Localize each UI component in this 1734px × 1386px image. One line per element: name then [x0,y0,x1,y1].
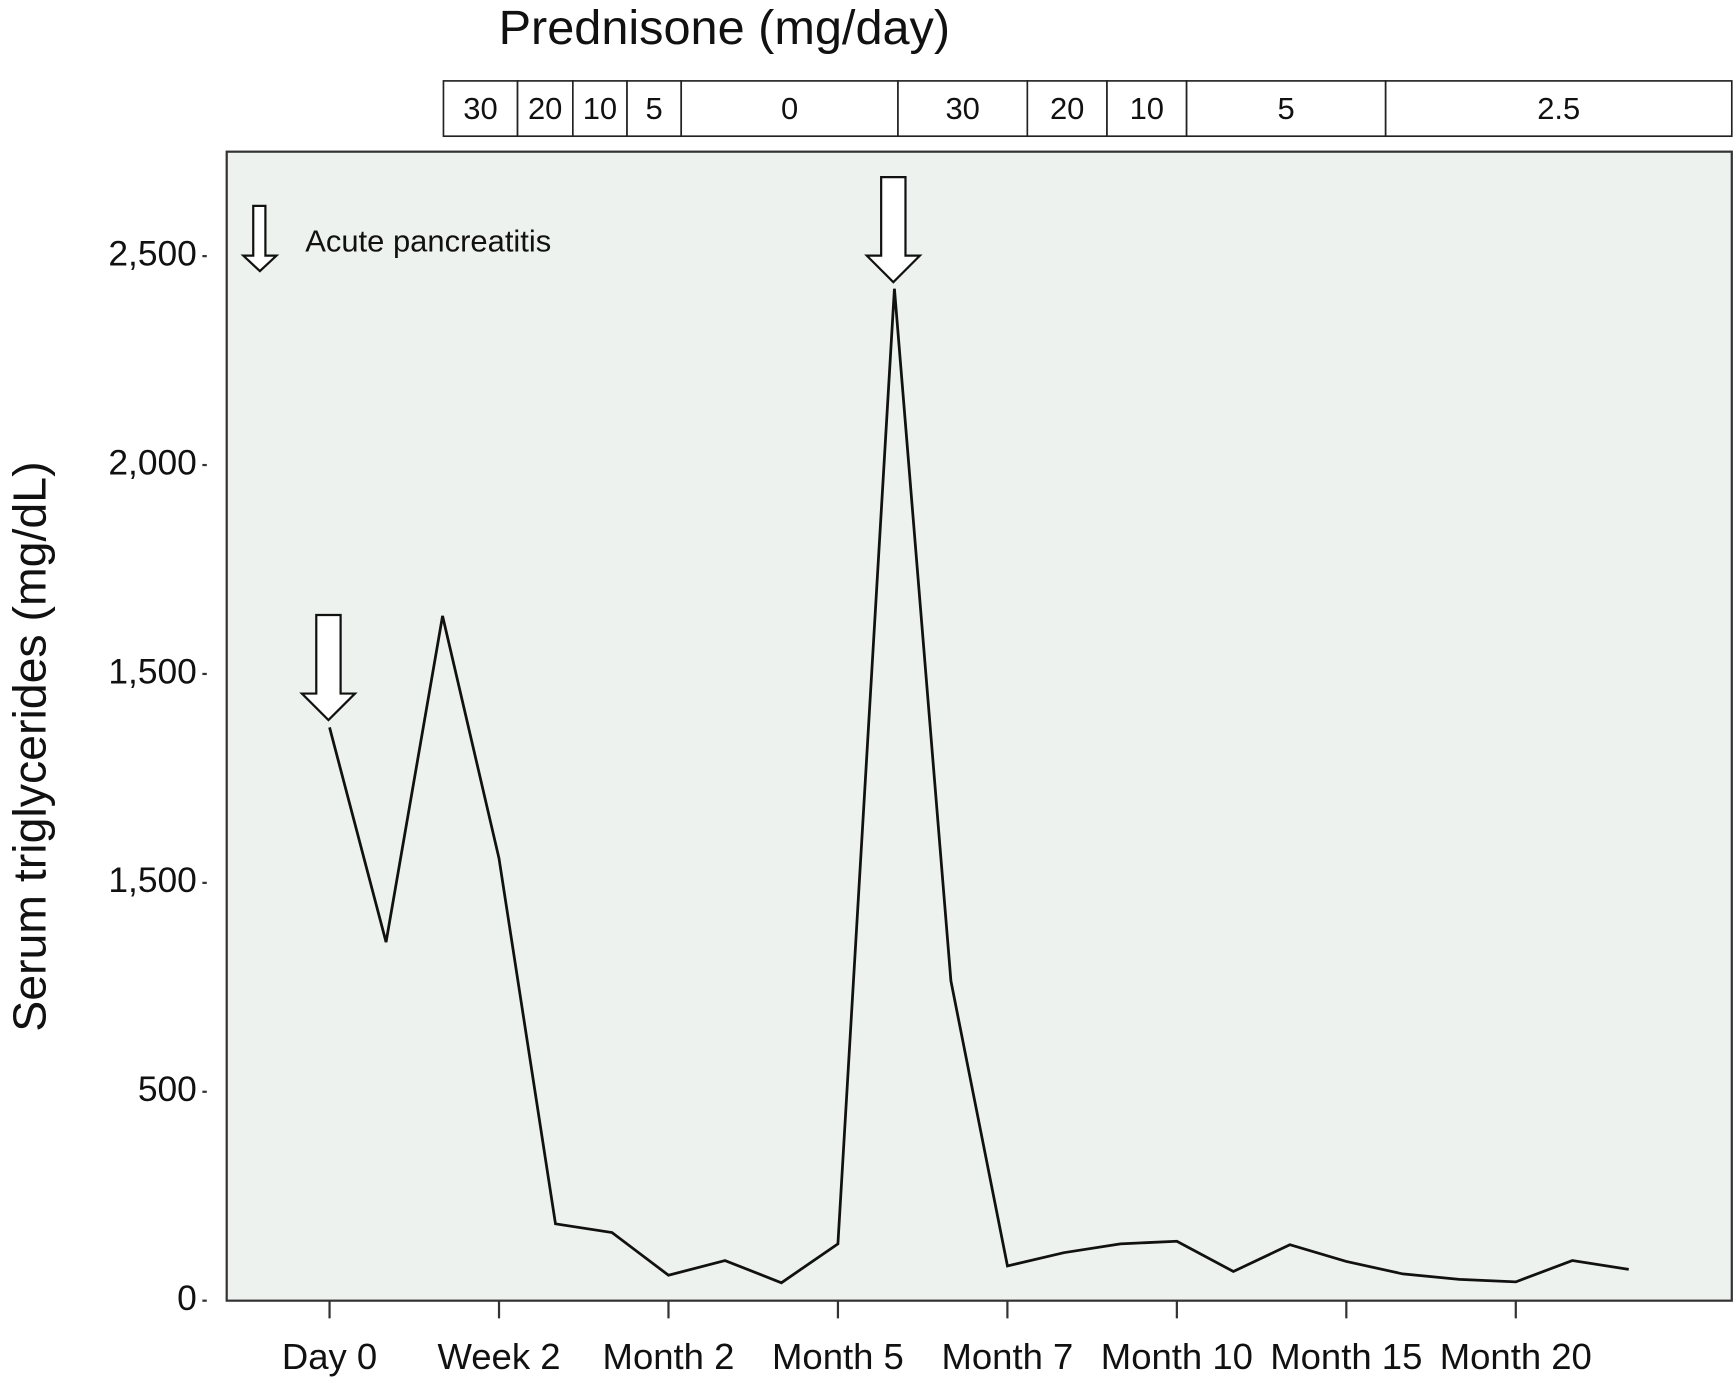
dose-cell [1106,80,1188,138]
y-axis-label: Serum triglycerides (mg/dL) [3,461,55,1031]
dose-label: 20 [1050,91,1084,126]
x-tick-label: Month 15 [1270,1336,1422,1377]
dose-cell [442,80,519,138]
dose-cell [1026,80,1108,138]
dose-cell [572,80,628,138]
event-arrow [299,613,358,722]
dose-cell [1185,80,1387,138]
dose-label: 10 [583,91,617,126]
dose-cell [1384,80,1733,138]
x-tick-label: Day 0 [282,1336,377,1377]
dose-label: 2.5 [1537,91,1580,126]
dose-label: 5 [1278,91,1295,126]
x-tick-label: Week 2 [437,1336,560,1377]
dose-title: Prednisone (mg/day) [499,1,951,55]
dose-label: 30 [945,91,979,126]
x-tick-label: Month 7 [941,1336,1073,1377]
data-line [328,288,1629,1285]
dose-label: 5 [646,91,663,126]
dose-cell [897,80,1029,138]
y-tick-label: 2,000 [108,443,197,482]
dose-label: 0 [781,91,798,126]
x-tick-label: Month 10 [1101,1336,1253,1377]
dose-label: 20 [528,91,562,126]
annotation: Acute pancreatitis [305,224,551,259]
y-tick-label: 1,500 [108,652,197,691]
event-arrow [864,176,923,284]
plot-area [225,150,1733,1302]
y-tick-label: 1,500 [108,861,197,900]
x-tick-label: Month 20 [1440,1336,1592,1377]
dose-label: 10 [1130,91,1164,126]
dose-label: 30 [463,91,497,126]
dose-cell [680,80,899,138]
y-tick-label: 0 [177,1279,197,1318]
x-tick-label: Month 5 [772,1336,904,1377]
x-tick-label: Month 2 [603,1336,735,1377]
legend-arrow [240,204,280,273]
y-tick-label: 2,500 [108,234,197,273]
y-tick-label: 500 [138,1070,197,1109]
dose-cell [626,80,683,138]
